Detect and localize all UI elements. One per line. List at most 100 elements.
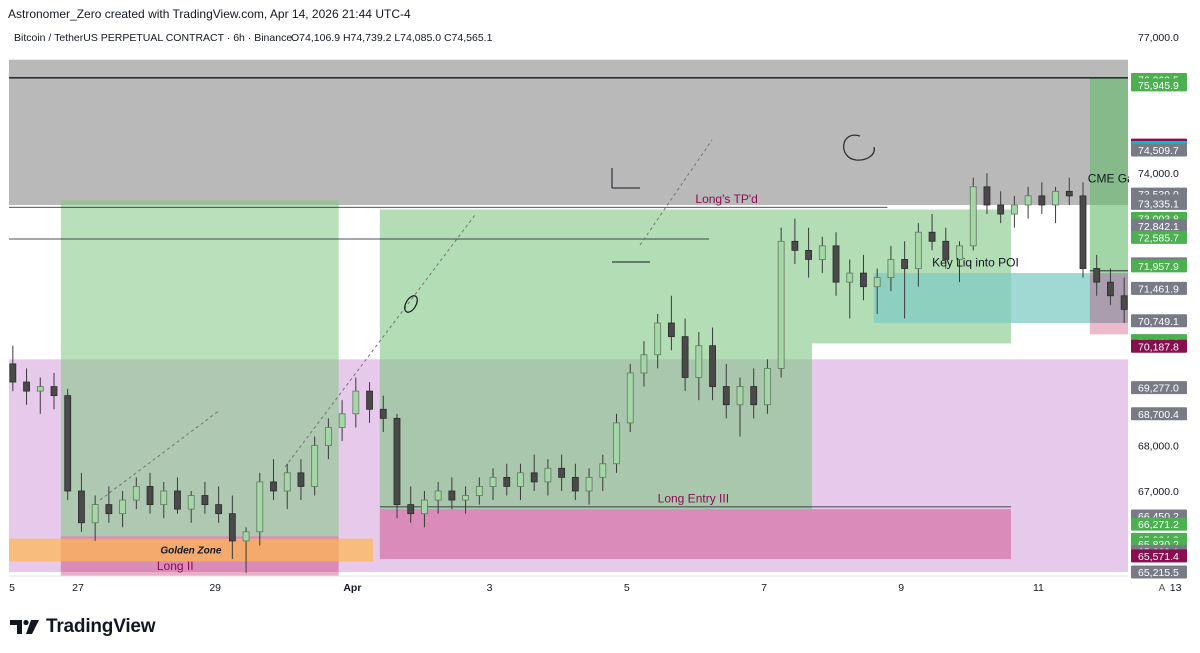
candle-body-71 [914,231,922,269]
price-tag-label-1: 75,945.9 [1138,80,1179,92]
ohlc-readout: O74,106.9 H74,739.2 L74,085.0 C74,565.1 [291,32,493,44]
time-tick-6: 7 [761,582,767,594]
candle-body-8 [50,386,58,397]
time-tick-3: Apr [343,582,361,594]
candle-body-81 [1052,190,1059,206]
price-tag-bg-12 [1131,259,1187,273]
candle-body-48 [599,463,607,478]
price-tick-0: 77,000.0 [1138,32,1179,44]
price-tag-label-18: 69,277.0 [1138,383,1179,395]
candle-body-37 [448,490,456,501]
time-tick-4: 3 [487,582,493,594]
candle-body-6 [23,381,30,392]
loss-box-2 [379,509,1011,560]
candle-body-67 [860,272,867,288]
candle-body-18 [187,495,195,510]
price-tag-bg-4 [1131,143,1187,157]
candle-body-74 [956,245,963,260]
candle-body-20 [215,504,223,515]
candle-body-39 [475,486,483,496]
time-axis[interactable]: 52729Apr35791113151719212325 [9,575,1200,594]
candle-body-53 [667,322,675,338]
candle-body-32 [379,408,387,419]
green-box-4 [1089,77,1128,274]
annotation-14: Golden Zone [160,546,222,557]
candle-body-66 [846,272,854,283]
candle-body-50 [626,372,634,424]
candle-body-76 [983,186,991,206]
candle-body-36 [434,490,442,501]
candle-body-84 [1093,268,1101,283]
candle-body-51 [640,354,648,374]
candle-body-28 [324,427,332,446]
candle-body-40 [489,476,497,487]
candle-body-46 [571,476,579,492]
price-tag-label-13: 71,461.9 [1138,283,1179,295]
candle-body-34 [407,504,415,515]
price-tag-label-27: 65,215.5 [1138,567,1179,579]
candle-body-57 [722,386,730,406]
candle-body-64 [818,245,826,260]
candle-body-22 [242,531,250,542]
candle-body-52 [654,322,662,356]
price-tag-label-9: 72,842.1 [1138,221,1179,233]
candle-body-25 [283,472,291,492]
price-tag-label-4: 74,509.7 [1138,145,1179,157]
candle-body-54 [681,336,689,378]
candle-body-11 [91,504,99,524]
fib-dashed-line-1 [99,409,221,501]
upper-gray-zone [9,59,1128,205]
price-tag-label-7: 73,335.1 [1138,198,1179,210]
price-tag-label-19: 68,700.4 [1138,409,1179,421]
axis-auto-scale-button[interactable]: A [1159,583,1166,594]
drawn-arc-mark [843,134,875,161]
candle-body-19 [201,495,209,506]
tradingview-wordmark: TradingView [46,616,156,637]
candle-body-58 [736,386,744,406]
candle-body-5 [9,363,17,383]
price-tag-label-12: 71,957.9 [1138,261,1179,273]
time-tick-0: 5 [9,582,15,594]
candle-body-60 [764,368,771,406]
candle-body-30 [352,390,360,415]
annotation-15: Long II [157,559,194,573]
candle-body-82 [1065,190,1073,197]
candle-body-23 [256,481,264,533]
candle-body-29 [338,413,346,428]
candle-body-44 [544,467,552,483]
price-axis-background [1129,25,1200,576]
price-tick-2: 68,000.0 [1138,441,1179,453]
time-tick-8: 11 [1033,582,1044,594]
chart-title: Bitcoin / TetherUS PERPETUAL CONTRACT · … [14,32,292,44]
candle-body-63 [805,249,812,260]
candle-body-15 [146,486,154,506]
tradingview-logo-icon [10,619,39,634]
candle-body-78 [1010,204,1018,215]
candle-body-61 [777,240,785,369]
candle-body-86 [1120,295,1128,310]
candle-body-79 [1024,195,1032,206]
zones-layer [9,59,1128,576]
price-axis[interactable]: 77,000.0 74,000.0 68,000.0 67,000.0 [1129,25,1200,576]
candle-body-75 [969,186,977,247]
price-chart[interactable]: 76k✓Closing 10%This leg is not doneyetCM… [0,0,1200,610]
time-tick-7: 9 [898,582,904,594]
price-tick-3: 67,000.0 [1138,486,1179,498]
candle-body-7 [36,386,44,392]
price-tag-bg-10 [1131,230,1187,244]
candle-body-56 [709,345,716,387]
green-box-2 [379,209,813,510]
candle-body-24 [270,481,277,492]
candle-body-69 [887,259,895,279]
candle-body-16 [160,490,168,506]
time-tick-5: 5 [624,582,630,594]
candle-body-83 [1079,195,1087,269]
candle-body-35 [421,499,428,515]
price-tag-label-17: 70,187.8 [1138,341,1179,353]
candle-body-31 [366,390,373,410]
candle-body-73 [942,240,950,260]
tradingview-branding: TradingView [10,616,156,638]
candle-body-9 [64,395,72,492]
price-tag-label-14: 70,749.1 [1138,316,1179,328]
price-tag-bg-9 [1131,219,1187,233]
